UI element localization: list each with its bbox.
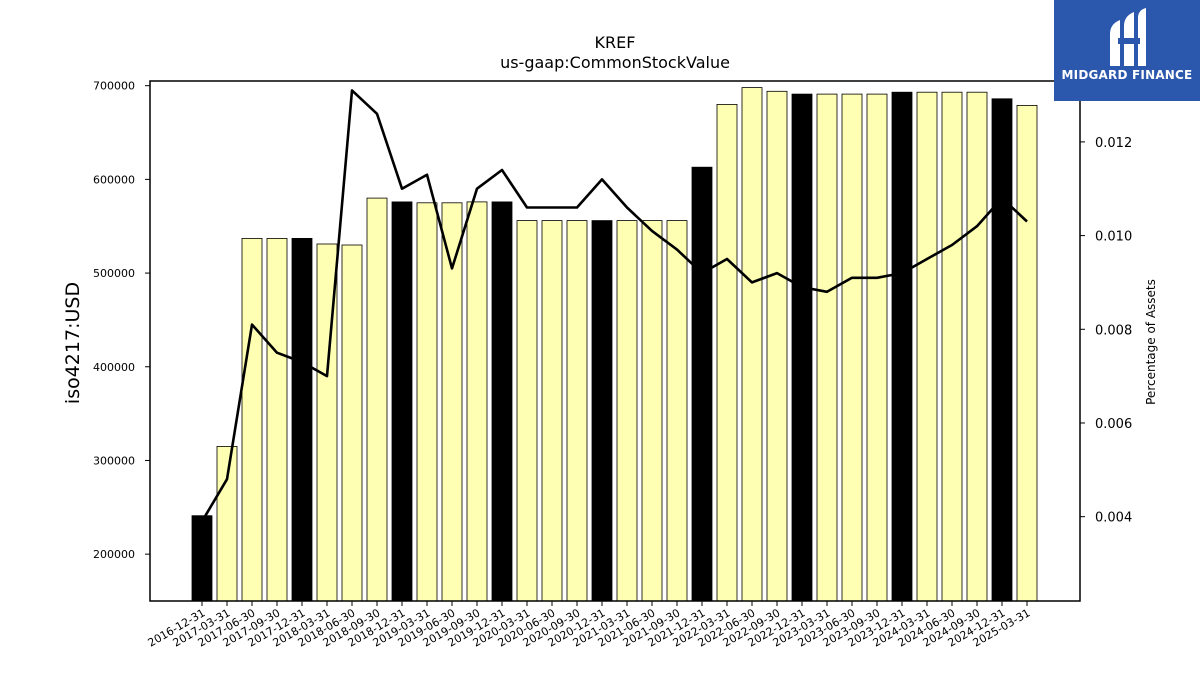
y-tick-label: 400000 xyxy=(93,361,135,374)
bar xyxy=(241,237,263,602)
bar xyxy=(816,93,838,602)
bar xyxy=(791,93,813,602)
bar xyxy=(516,220,538,602)
bar xyxy=(591,220,613,602)
bar xyxy=(741,87,763,602)
y-axis-right: 0.004 0.006 0.008 0.010 0.012 xyxy=(1080,136,1132,526)
bar xyxy=(191,515,213,602)
bar xyxy=(566,220,588,602)
bar xyxy=(841,93,863,602)
y-tick-label: 700000 xyxy=(93,80,135,93)
chart-subtitle: us-gaap:CommonStockValue xyxy=(500,53,730,72)
y-axis-label: iso4217:USD xyxy=(62,282,84,404)
bar xyxy=(691,166,713,602)
y-tick-label: 600000 xyxy=(93,173,135,186)
logo-text: MIDGARD FINANCE xyxy=(1061,68,1193,82)
bar xyxy=(1016,105,1038,602)
bar xyxy=(866,93,888,602)
bar xyxy=(366,197,388,602)
bar xyxy=(291,237,313,602)
bar xyxy=(491,201,513,602)
y2-tick-label: 0.006 xyxy=(1095,417,1132,432)
bar xyxy=(916,91,938,602)
bar xyxy=(541,220,563,602)
bar-series xyxy=(191,87,1038,602)
bar xyxy=(416,202,438,602)
y-axis-left: 200000 300000 400000 500000 600000 700000 xyxy=(93,80,150,561)
bar xyxy=(341,244,363,602)
logo-mark-icon xyxy=(1110,8,1146,66)
bar xyxy=(966,91,988,602)
bar xyxy=(891,91,913,602)
plot-frame xyxy=(149,80,1081,602)
y2-tick-label: 0.012 xyxy=(1095,136,1132,151)
bar xyxy=(941,91,963,602)
bar xyxy=(616,220,638,602)
bar xyxy=(441,202,463,602)
y-tick-label: 300000 xyxy=(93,454,135,467)
y2-tick-label: 0.004 xyxy=(1095,511,1132,526)
y-tick-label: 200000 xyxy=(93,548,135,561)
bar xyxy=(641,220,663,602)
y2-axis-label: Percentage of Assets xyxy=(1144,279,1158,405)
y2-tick-label: 0.008 xyxy=(1095,323,1132,338)
bar xyxy=(466,201,488,602)
bar xyxy=(766,90,788,602)
line-series xyxy=(200,89,1028,523)
chart-title: KREF xyxy=(595,33,636,52)
bar xyxy=(216,445,238,602)
y2-tick-label: 0.010 xyxy=(1095,230,1132,245)
bar xyxy=(716,104,738,602)
bar xyxy=(266,237,288,602)
x-axis: 2016-12-312017-03-312017-06-302017-09-30… xyxy=(146,601,1033,650)
series-line xyxy=(200,89,1028,523)
bar xyxy=(391,201,413,602)
y-tick-label: 500000 xyxy=(93,267,135,280)
bar xyxy=(991,98,1013,602)
brand-logo: MIDGARD FINANCE xyxy=(1054,0,1200,101)
bar xyxy=(666,220,688,602)
